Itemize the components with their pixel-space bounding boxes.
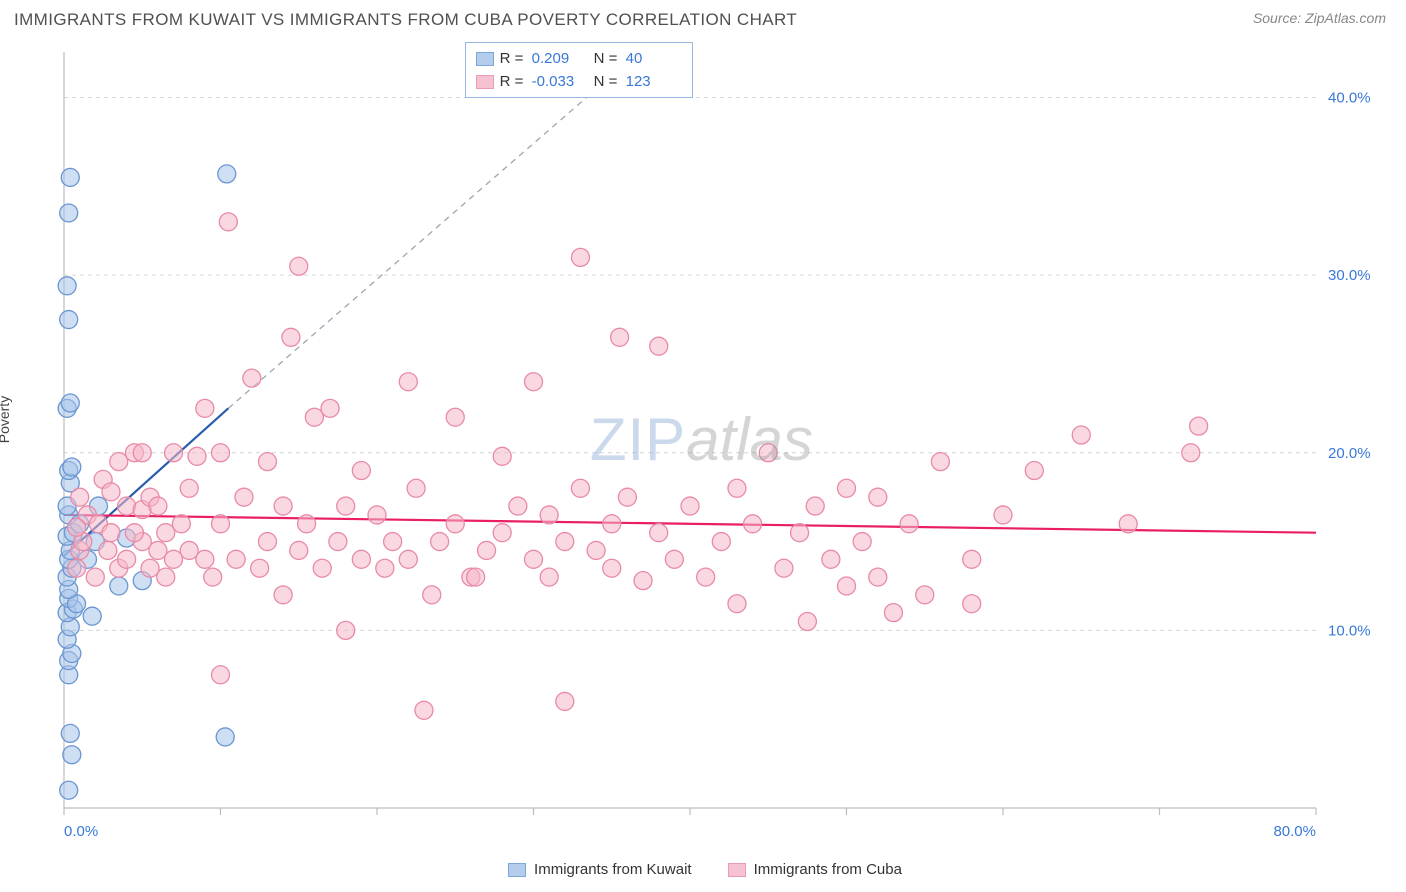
legend-stats-row: R = -0.033 N = 123 <box>476 71 682 94</box>
stat-n-label: N = <box>594 48 620 71</box>
svg-text:10.0%: 10.0% <box>1328 622 1371 639</box>
stat-n-value: 40 <box>626 48 682 71</box>
svg-text:0.0%: 0.0% <box>64 823 98 840</box>
y-axis-label: Poverty <box>0 396 12 443</box>
source-credit: Source: ZipAtlas.com <box>1253 10 1386 26</box>
chart-container: Poverty 10.0%20.0%30.0%40.0%0.0%80.0% ZI… <box>14 40 1396 878</box>
legend-label: Immigrants from Kuwait <box>534 861 692 878</box>
source-name: ZipAtlas.com <box>1305 10 1386 26</box>
header-bar: IMMIGRANTS FROM KUWAIT VS IMMIGRANTS FRO… <box>0 0 1406 36</box>
svg-text:20.0%: 20.0% <box>1328 445 1371 462</box>
legend-label: Immigrants from Cuba <box>754 861 902 878</box>
legend-swatch <box>728 863 746 877</box>
legend-swatch <box>476 52 494 66</box>
svg-text:80.0%: 80.0% <box>1273 823 1316 840</box>
legend-stats-box: R = 0.209 N = 40 R = -0.033 N = 123 <box>465 42 693 98</box>
stat-r-value: 0.209 <box>532 48 588 71</box>
legend-bottom: Immigrants from Kuwait Immigrants from Cu… <box>14 861 1396 878</box>
stat-n-value: 123 <box>626 71 682 94</box>
legend-item: Immigrants from Kuwait <box>508 861 692 878</box>
scatter-plot: 10.0% 20.0% 30.0% 40.0% 0.0% 80.0% <box>50 40 1386 852</box>
stat-r-label: R = <box>500 71 526 94</box>
legend-swatch <box>476 75 494 89</box>
stat-r-value: -0.033 <box>532 71 588 94</box>
legend-item: Immigrants from Cuba <box>728 861 902 878</box>
source-prefix: Source: <box>1253 10 1305 26</box>
legend-stats-row: R = 0.209 N = 40 <box>476 48 682 71</box>
legend-swatch <box>508 863 526 877</box>
stat-n-label: N = <box>594 71 620 94</box>
svg-text:30.0%: 30.0% <box>1328 267 1371 284</box>
chart-title: IMMIGRANTS FROM KUWAIT VS IMMIGRANTS FRO… <box>14 10 797 30</box>
stat-r-label: R = <box>500 48 526 71</box>
svg-text:40.0%: 40.0% <box>1328 90 1371 107</box>
